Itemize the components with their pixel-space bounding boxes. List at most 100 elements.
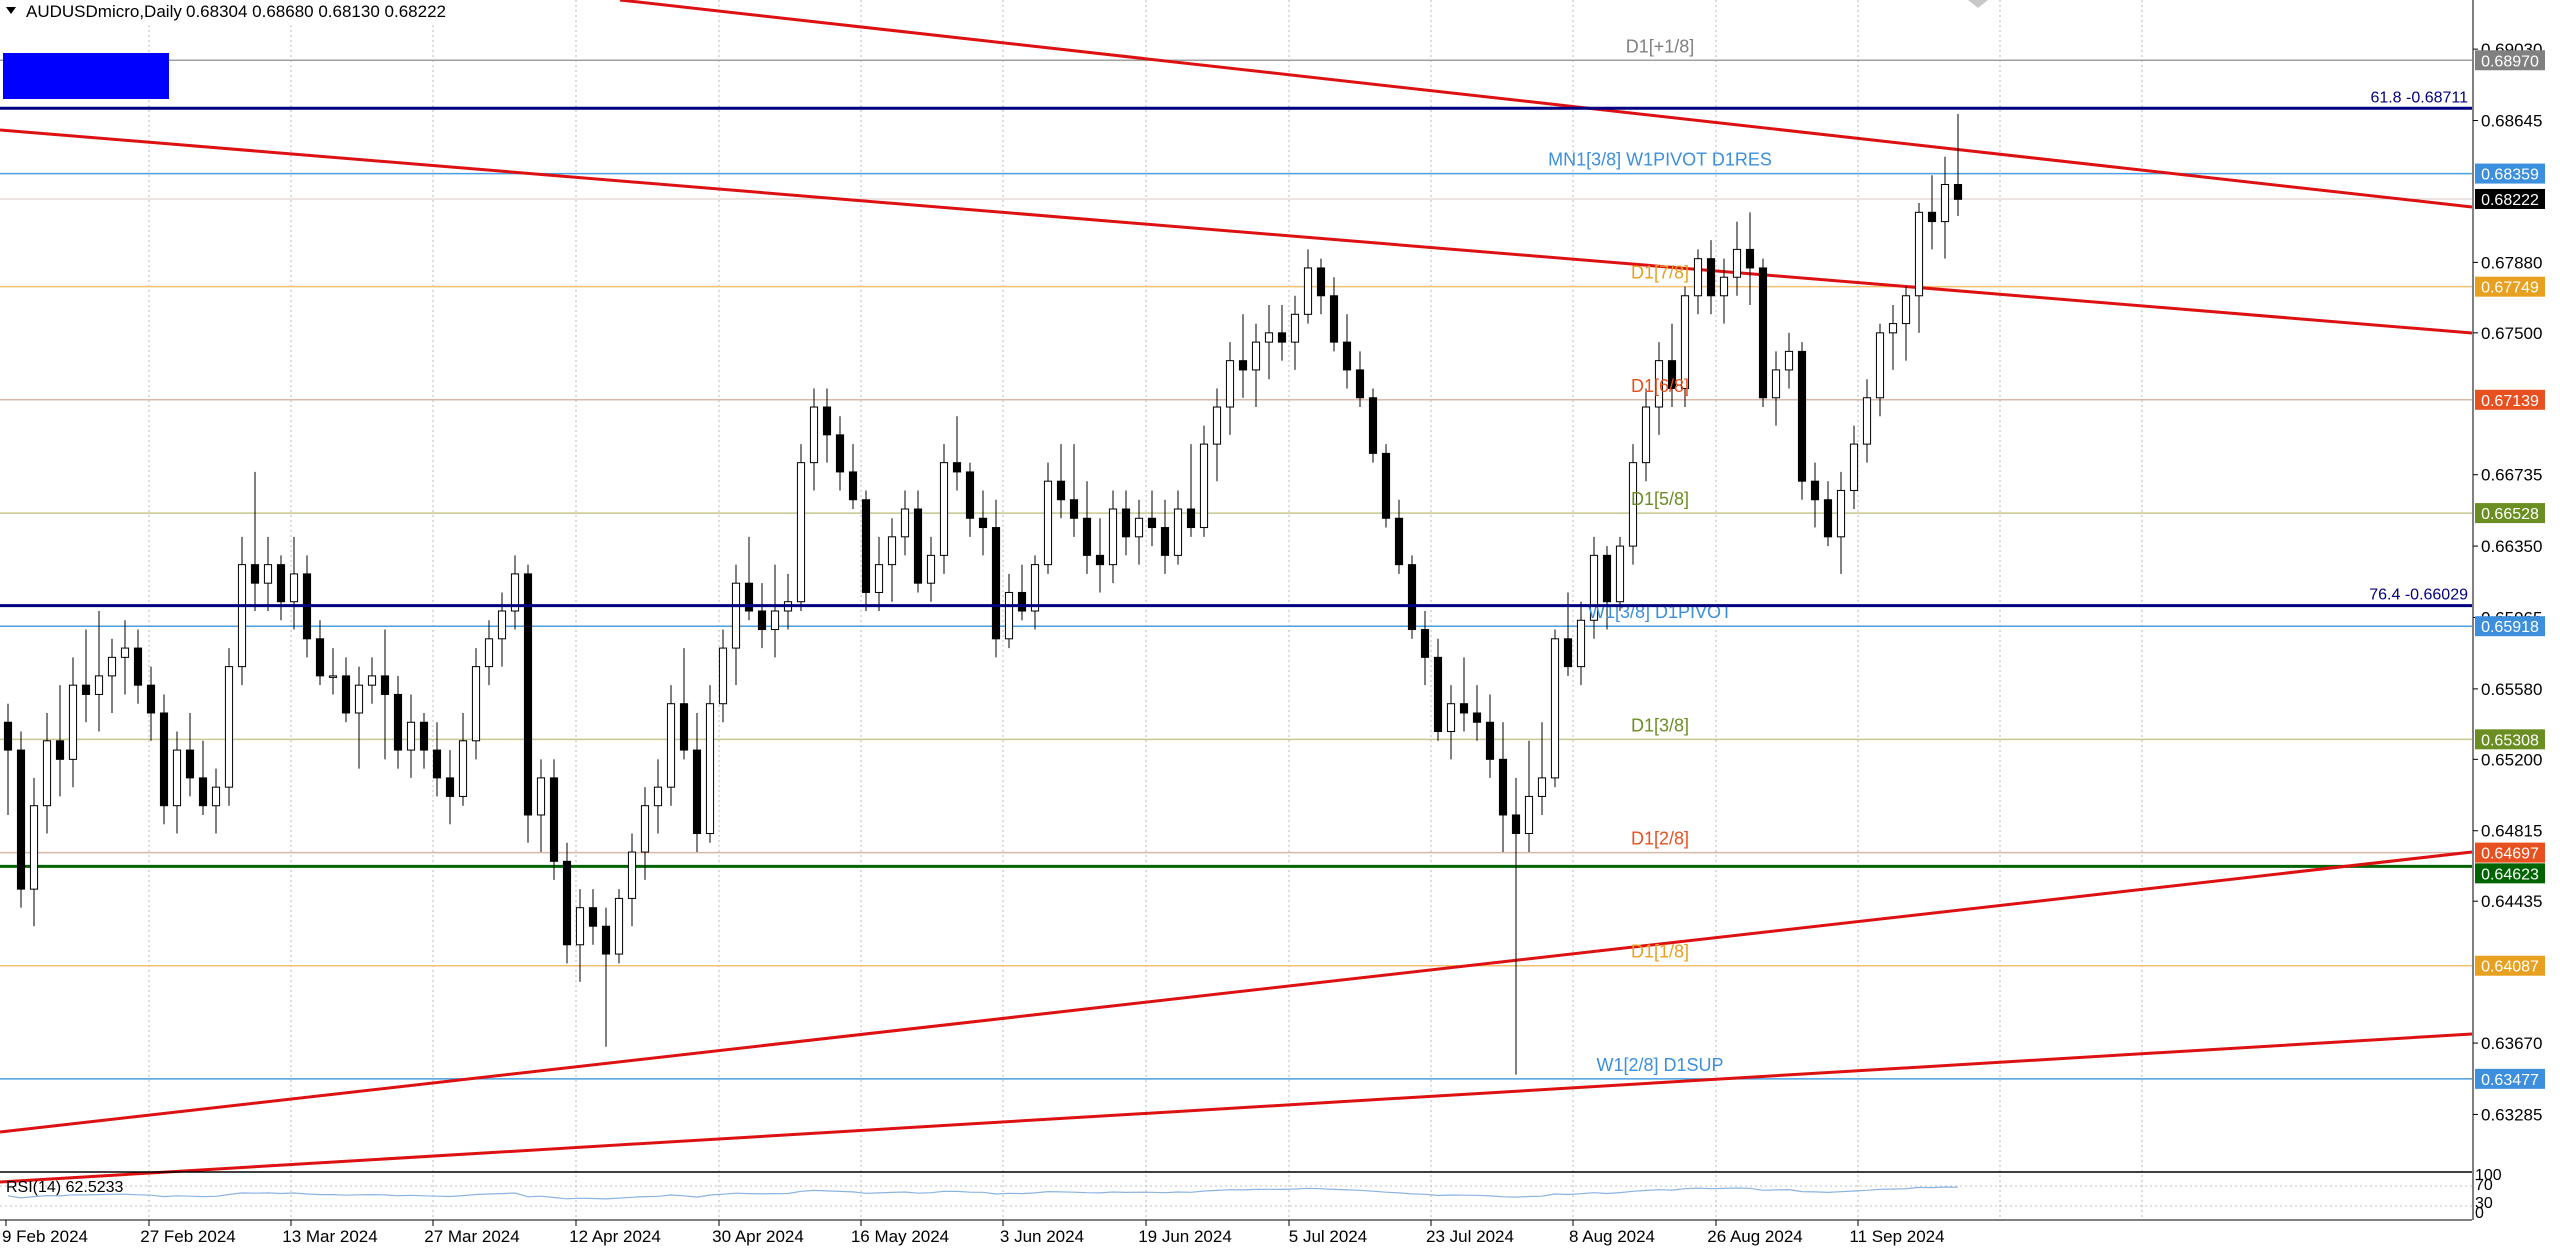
candle-body	[1407, 564, 1417, 631]
candle	[1277, 305, 1287, 361]
candle-body	[393, 693, 403, 751]
candle-body	[1316, 267, 1326, 297]
candle	[1108, 490, 1118, 584]
candle	[1797, 342, 1807, 500]
candle	[978, 490, 988, 556]
candle-body	[770, 610, 780, 631]
candle	[1225, 342, 1235, 435]
candle-body	[1459, 703, 1469, 714]
dropdown-triangle-icon[interactable]	[6, 7, 16, 14]
axis-tick-label: 0.66350	[2481, 537, 2542, 556]
chart-ohlc-values: 0.68304 0.68680 0.68130 0.68222	[186, 2, 446, 21]
candle	[1238, 314, 1248, 398]
candle-body	[1836, 489, 1846, 538]
candle-body	[328, 675, 338, 678]
candle-body	[991, 527, 1001, 640]
candle	[744, 536, 754, 621]
candle-body	[1641, 406, 1651, 464]
candle-body	[523, 573, 533, 816]
candle	[1069, 444, 1079, 537]
candle	[289, 536, 299, 630]
candle	[1134, 499, 1144, 565]
candle	[3, 703, 13, 815]
candle-body	[133, 647, 143, 686]
level-labels: D1[+1/8] MN1[3/8] W1PIVOT D1RES D1[7/8] D1[…	[1548, 36, 1772, 1075]
candle-body	[1680, 295, 1690, 389]
candle	[1927, 175, 1937, 250]
candle	[679, 648, 689, 760]
candle-body	[3, 721, 13, 751]
candle	[1004, 573, 1014, 649]
axis-tick-label: 0.64435	[2481, 892, 2542, 911]
candle	[497, 592, 507, 667]
candle	[601, 907, 611, 1047]
candle	[965, 462, 975, 537]
chart-symbol-title: AUDUSDmicro,Daily	[26, 2, 182, 21]
price-badge-text: 0.63477	[2481, 1072, 2539, 1089]
candle	[133, 629, 143, 704]
candle-body	[1706, 258, 1716, 297]
price-badge	[2475, 276, 2545, 297]
candle-body	[562, 860, 572, 946]
candle-body	[1849, 443, 1859, 491]
price-badge	[2475, 50, 2545, 71]
candle	[809, 388, 819, 491]
date-label: 19 Jun 2024	[1138, 1227, 1232, 1246]
candle	[861, 490, 871, 611]
candle-body	[1108, 508, 1118, 566]
candle	[627, 833, 637, 927]
candle	[991, 499, 1001, 658]
green-price-badge	[2475, 863, 2545, 884]
candle	[1940, 156, 1950, 259]
candle	[1576, 601, 1586, 686]
candle-body	[1186, 508, 1196, 529]
candle	[523, 564, 533, 843]
candle-body	[1914, 211, 1924, 297]
candle-body	[588, 907, 598, 927]
candle	[1199, 425, 1209, 537]
candle-body	[1342, 341, 1352, 371]
level-line-label: D1[2/8]	[1631, 829, 1689, 849]
candle	[835, 416, 845, 491]
level-line-label: D1[+1/8]	[1626, 36, 1695, 56]
candle-body	[1303, 267, 1313, 315]
date-label: 3 Jun 2024	[1000, 1227, 1084, 1246]
candle	[1680, 286, 1690, 408]
candle-body	[263, 564, 273, 584]
candle-body	[250, 564, 260, 584]
candle-body	[1277, 332, 1287, 343]
candle	[1862, 379, 1872, 463]
candle	[471, 648, 481, 760]
candle	[419, 712, 429, 769]
candle-body	[1394, 517, 1404, 566]
candle-body	[276, 564, 286, 603]
candle	[1836, 471, 1846, 574]
candle-body	[640, 805, 650, 853]
candle	[822, 388, 832, 463]
candle-body	[198, 777, 208, 807]
date-label: 11 Sep 2024	[1849, 1227, 1944, 1246]
price-badge	[2475, 163, 2545, 184]
candle-body	[549, 777, 559, 862]
candle	[510, 555, 520, 630]
candle-body	[29, 805, 39, 890]
rsi-scale-label: 100	[2475, 1167, 2502, 1184]
price-axis: 0.690300.686450.678800.675000.667350.663…	[2472, 0, 2542, 1220]
candle	[1212, 388, 1222, 482]
date-label: 30 Apr 2024	[712, 1227, 804, 1246]
candle	[1667, 323, 1677, 408]
fib-line-label: 61.8 -0.68711	[2370, 89, 2468, 106]
axis-tick-label: 0.67500	[2481, 324, 2542, 343]
date-label: 5 Jul 2024	[1289, 1227, 1367, 1246]
candle	[393, 675, 403, 769]
candle	[172, 731, 182, 834]
candle	[1953, 114, 1963, 217]
grey-marker-icon	[1968, 0, 1988, 8]
candle-body	[887, 536, 897, 566]
candle	[1810, 462, 1820, 528]
candle	[1745, 212, 1755, 306]
blue-box-object[interactable]	[3, 53, 169, 99]
candle-body	[146, 684, 156, 714]
candle-body	[1381, 452, 1391, 519]
